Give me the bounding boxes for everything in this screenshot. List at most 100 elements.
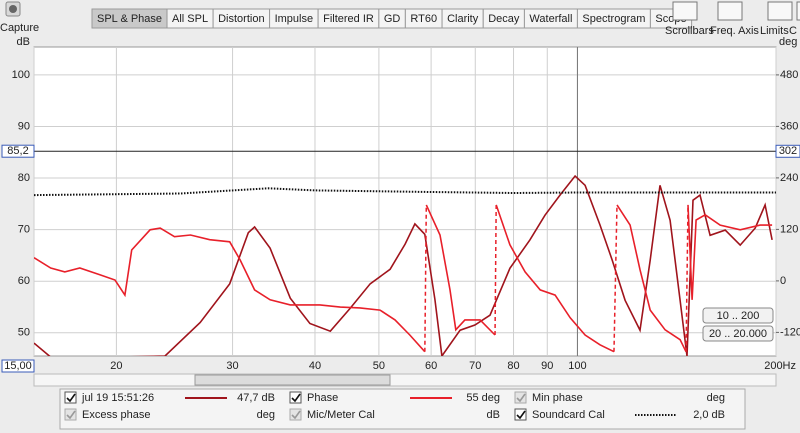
tool-label: Limits <box>760 25 789 37</box>
phase-wrap <box>494 204 497 335</box>
tool-icon <box>796 1 800 21</box>
phase-wrap <box>613 204 618 352</box>
legend-panel <box>59 388 746 430</box>
capture-button[interactable]: Capture <box>0 1 39 34</box>
legend-check <box>516 410 526 420</box>
y-tick-label: 60 <box>18 275 30 287</box>
x-start-label: 15,00 <box>4 360 32 372</box>
legend-label: Mic/Meter Cal <box>307 409 375 421</box>
tab[interactable]: Decay <box>482 8 525 29</box>
x-tick-label: 80 <box>507 360 519 372</box>
series-line <box>34 204 773 353</box>
y2-tick-label: 480 <box>780 69 798 81</box>
tab-label: Spectrogram <box>582 13 645 25</box>
legend-checkbox <box>514 408 527 421</box>
legend-readout: 2,0 dB <box>693 409 725 421</box>
tab-label: Impulse <box>275 13 314 25</box>
legend-checkbox <box>64 408 77 421</box>
tab[interactable]: Distortion <box>212 8 271 29</box>
legend-check <box>66 410 76 420</box>
y2-tick-label: 0 <box>780 275 786 287</box>
y2-tick-label: -120 <box>780 326 800 338</box>
legend-item: Mic/Meter Cal dB <box>289 408 500 421</box>
x-tick-label: 200Hz <box>764 360 796 372</box>
tool-label: C <box>789 25 797 37</box>
tab[interactable]: RT60 <box>404 8 443 29</box>
y2-tick-label: 360 <box>780 120 798 132</box>
tab[interactable]: Filtered IR <box>317 8 380 29</box>
tool-button[interactable]: Scrollbars <box>665 1 714 37</box>
series-line <box>34 174 773 356</box>
legend-check <box>516 393 526 403</box>
x-tick-label: 90 <box>541 360 553 372</box>
tab[interactable]: SPL & Phase <box>91 8 168 29</box>
phase-wrap <box>685 204 689 352</box>
y-tick-label: 80 <box>18 172 30 184</box>
tab-label: Distortion <box>218 13 264 25</box>
phase-wrap <box>424 204 428 352</box>
tool-button[interactable]: Freq. Axis <box>710 1 759 37</box>
tool-icon <box>767 1 793 21</box>
capture-icon-lens <box>9 5 17 13</box>
tab[interactable]: GD <box>378 8 406 29</box>
legend-readout: deg <box>707 392 725 404</box>
legend-label: Soundcard Cal <box>532 409 605 421</box>
legend-label: Excess phase <box>82 409 150 421</box>
tab[interactable]: Clarity <box>441 8 484 29</box>
tab-label: Decay <box>488 13 520 25</box>
legend-checkbox <box>289 391 302 404</box>
tab[interactable]: Spectrogram <box>576 8 651 29</box>
legend-item[interactable]: jul 19 15:51:26 47,7 dB <box>64 391 275 404</box>
y-tick-label: 70 <box>18 224 30 236</box>
x-start-box <box>1 359 35 373</box>
tool-button[interactable]: C <box>789 1 800 37</box>
x-tick-label: 20 <box>110 360 122 372</box>
range-button-bg <box>702 325 774 342</box>
legend-readout: 55 deg <box>466 392 500 404</box>
series-line <box>34 187 776 197</box>
scrollbar[interactable] <box>33 373 777 387</box>
legend-checkbox <box>64 391 77 404</box>
tool-icon <box>717 1 743 21</box>
tab[interactable]: All SPL <box>166 8 214 29</box>
legend-item: Min phase deg <box>514 391 725 404</box>
tool-icon <box>672 1 698 21</box>
tool-button[interactable]: Limits <box>760 1 793 37</box>
range-button-label: 20 .. 20.000 <box>709 328 767 340</box>
tab-label: SPL & Phase <box>97 13 162 25</box>
legend-item[interactable]: Soundcard Cal 2,0 dB <box>514 408 725 421</box>
y-tick-label: 50 <box>18 327 30 339</box>
tool-label: Scrollbars <box>665 25 714 37</box>
tab[interactable]: Impulse <box>269 8 319 29</box>
range-button[interactable]: 20 .. 20.000 <box>702 325 774 342</box>
legend-check <box>291 410 301 420</box>
x-tick-label: 60 <box>425 360 437 372</box>
range-button-label: 10 .. 200 <box>717 310 760 322</box>
legend-check <box>291 393 301 403</box>
y2-tick-label: 120 <box>780 223 798 235</box>
legend-checkbox <box>289 408 302 421</box>
legend-readout: dB <box>487 409 500 421</box>
legend-label: jul 19 15:51:26 <box>81 392 154 404</box>
range-button[interactable]: 10 .. 200 <box>702 307 774 324</box>
tab-label: GD <box>384 13 401 25</box>
tab-label: Clarity <box>447 13 479 25</box>
scrollbar-thumb[interactable] <box>194 374 391 386</box>
cursor-y-label: 85,2 <box>7 145 28 157</box>
tab-label: RT60 <box>410 13 437 25</box>
legend-label: Phase <box>307 392 338 404</box>
legend-readout: deg <box>257 409 275 421</box>
tab[interactable]: Waterfall <box>523 8 578 29</box>
y2-tick-label: 240 <box>780 172 798 184</box>
tab-label: Waterfall <box>529 13 572 25</box>
y2-unit: deg <box>779 36 797 48</box>
tab-label: Filtered IR <box>323 13 374 25</box>
legend-item: Excess phase deg <box>64 408 275 421</box>
y-unit: dB <box>17 36 30 48</box>
x-tick-label: 50 <box>373 360 385 372</box>
legend-item[interactable]: Phase 55 deg <box>289 391 500 404</box>
x-tick-label: 100 <box>568 360 586 372</box>
tab-label: All SPL <box>172 13 208 25</box>
x-tick-label: 70 <box>469 360 481 372</box>
legend-label: Min phase <box>532 392 583 404</box>
